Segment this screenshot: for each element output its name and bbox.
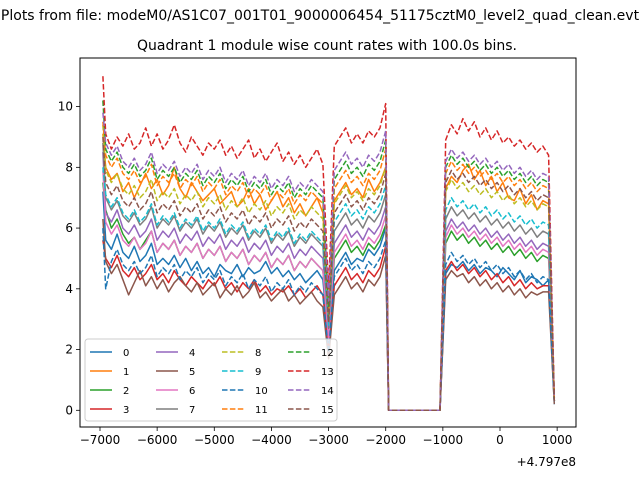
plot-area: −7000 −6000 −5000 −4000 −3000 −2000 −1000 0 1000… bbox=[58, 57, 577, 469]
legend-label-7: 7 bbox=[189, 405, 195, 416]
legend-label-9: 9 bbox=[255, 367, 261, 378]
y-tick-label: 8 bbox=[65, 160, 73, 174]
y-tick-label: 2 bbox=[65, 343, 73, 357]
axes-frame bbox=[79, 57, 577, 428]
y-tick-label: 10 bbox=[58, 100, 73, 114]
x-axis: −7000 −6000 −5000 −4000 −3000 −2000 −1000 0 1000 bbox=[80, 427, 573, 447]
x-tick-label: 0 bbox=[496, 433, 504, 447]
y-axis: 0 2 4 6 8 10 bbox=[58, 100, 80, 417]
x-tick-label: −6000 bbox=[137, 433, 178, 447]
series-line-13 bbox=[102, 76, 556, 412]
x-offset-label: +4.797e8 bbox=[517, 455, 576, 469]
series-line-7 bbox=[102, 142, 556, 412]
legend-label-10: 10 bbox=[255, 386, 268, 397]
x-tick-label: −1000 bbox=[423, 433, 464, 447]
y-tick-label: 0 bbox=[65, 403, 73, 417]
series-layer bbox=[102, 76, 556, 412]
legend-label-12: 12 bbox=[321, 348, 334, 359]
x-tick-label: 1000 bbox=[542, 433, 573, 447]
legend-label-3: 3 bbox=[123, 405, 129, 416]
legend-label-5: 5 bbox=[189, 367, 195, 378]
legend-label-13: 13 bbox=[321, 367, 334, 378]
legend-label-2: 2 bbox=[123, 386, 129, 397]
legend-label-0: 0 bbox=[123, 348, 129, 359]
x-tick-label: −4000 bbox=[251, 433, 292, 447]
y-tick-label: 4 bbox=[65, 282, 73, 296]
x-tick-label: −7000 bbox=[80, 433, 121, 447]
figure-suptitle: Plots from file: modeM0/AS1C07_001T01_90… bbox=[1, 8, 640, 24]
x-tick-label: −3000 bbox=[308, 433, 349, 447]
legend-label-4: 4 bbox=[189, 348, 195, 359]
series-line-15 bbox=[102, 136, 556, 412]
legend-label-15: 15 bbox=[321, 405, 334, 416]
x-tick-label: −2000 bbox=[365, 433, 406, 447]
legend-label-11: 11 bbox=[255, 405, 268, 416]
series-line-9 bbox=[102, 167, 556, 412]
series-line-14 bbox=[102, 112, 556, 412]
legend-label-6: 6 bbox=[189, 386, 195, 397]
y-tick-label: 6 bbox=[65, 221, 73, 235]
legend-label-1: 1 bbox=[123, 367, 129, 378]
legend-label-14: 14 bbox=[321, 386, 334, 397]
legend-box bbox=[84, 338, 338, 422]
chart-title: Quadrant 1 module wise count rates with … bbox=[137, 38, 517, 54]
x-tick-label: −5000 bbox=[194, 433, 235, 447]
series-line-12 bbox=[102, 100, 556, 412]
series-line-10 bbox=[102, 228, 556, 412]
legend-label-8: 8 bbox=[255, 348, 261, 359]
